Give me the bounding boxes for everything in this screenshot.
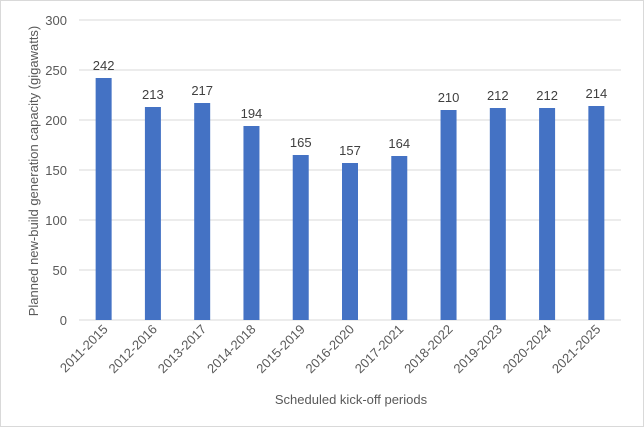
y-axis-ticks: 0 50 100 150 200 250 300	[45, 13, 67, 328]
bar	[489, 108, 506, 320]
data-label: 210	[438, 90, 460, 105]
data-label: 212	[536, 88, 558, 103]
x-tick-label: 2014-2018	[204, 322, 259, 377]
bar	[391, 156, 408, 320]
y-tick-label: 0	[60, 313, 67, 328]
bars	[95, 78, 605, 320]
bar	[95, 78, 112, 320]
bar	[194, 103, 211, 320]
y-tick-label: 100	[45, 213, 67, 228]
bar	[440, 110, 457, 320]
x-tick-label: 2020-2024	[500, 322, 555, 377]
y-tick-label: 200	[45, 113, 67, 128]
x-tick-label: 2018-2022	[401, 322, 456, 377]
y-tick-label: 250	[45, 63, 67, 78]
bar	[144, 107, 161, 320]
x-axis-title: Scheduled kick-off periods	[275, 392, 428, 407]
bar	[342, 163, 358, 320]
y-axis-title: Planned new-build generation capacity (g…	[26, 26, 41, 317]
y-tick-label: 150	[45, 163, 67, 178]
data-label: 194	[241, 106, 263, 121]
x-tick-label: 2015-2019	[253, 322, 308, 377]
y-tick-label: 300	[45, 13, 67, 28]
x-tick-label: 2011-2015	[57, 322, 111, 376]
bar	[588, 106, 605, 320]
x-tick-label: 2013-2017	[155, 322, 210, 377]
data-label: 217	[191, 83, 213, 98]
data-label: 164	[388, 136, 410, 151]
bar	[539, 108, 556, 320]
x-tick-label: 2012-2016	[105, 322, 160, 377]
x-tick-label: 2019-2023	[450, 322, 505, 377]
x-axis-ticks: 2011-20152012-20162013-20172014-20182015…	[57, 322, 604, 377]
data-label: 165	[290, 135, 312, 150]
bar	[292, 155, 309, 320]
data-label: 157	[339, 143, 361, 158]
data-labels: 242 213 217 194 165 157 164 210 212 212 214	[93, 58, 607, 158]
data-label: 214	[586, 86, 608, 101]
data-label: 212	[487, 88, 509, 103]
y-tick-label: 50	[53, 263, 67, 278]
bar	[243, 126, 260, 320]
x-tick-label: 2016-2020	[303, 322, 358, 377]
data-label: 213	[142, 87, 164, 102]
x-tick-label: 2021-2025	[549, 322, 604, 377]
data-label: 242	[93, 58, 115, 73]
x-tick-label: 2017-2021	[352, 322, 407, 377]
